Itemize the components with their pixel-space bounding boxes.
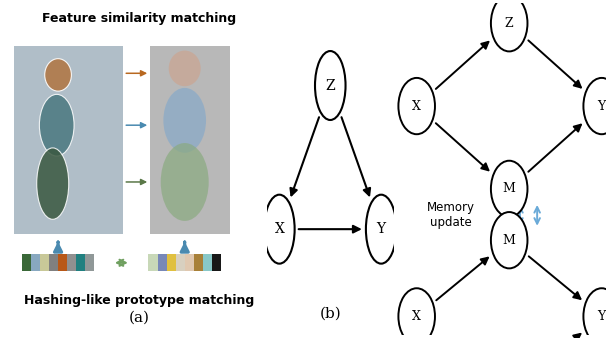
Text: X: X: [275, 222, 284, 236]
Circle shape: [366, 195, 396, 264]
Ellipse shape: [161, 143, 208, 221]
Text: Z: Z: [325, 78, 335, 93]
Circle shape: [264, 195, 295, 264]
Bar: [31, 254, 40, 271]
Circle shape: [398, 78, 435, 134]
Text: X: X: [412, 100, 421, 113]
Text: Y: Y: [598, 100, 606, 113]
Bar: [167, 254, 176, 271]
Bar: [40, 254, 49, 271]
Ellipse shape: [39, 94, 74, 156]
Circle shape: [491, 212, 527, 268]
Circle shape: [491, 161, 527, 217]
Text: Z: Z: [505, 17, 513, 30]
Circle shape: [315, 51, 345, 120]
Bar: [148, 254, 158, 271]
Text: M: M: [503, 234, 516, 247]
Text: M: M: [503, 183, 516, 195]
Bar: [150, 46, 230, 234]
Bar: [85, 254, 95, 271]
Text: (a): (a): [129, 311, 150, 325]
Bar: [185, 254, 194, 271]
Text: Feature similarity matching: Feature similarity matching: [42, 11, 236, 25]
Bar: [158, 254, 167, 271]
Circle shape: [584, 288, 606, 338]
Bar: [76, 254, 85, 271]
Ellipse shape: [164, 88, 206, 153]
Bar: [194, 254, 203, 271]
Bar: [176, 254, 185, 271]
Bar: [49, 254, 58, 271]
Text: Hashing-like prototype matching: Hashing-like prototype matching: [24, 294, 255, 307]
Bar: [67, 254, 76, 271]
Text: X: X: [412, 310, 421, 323]
Ellipse shape: [37, 148, 68, 219]
Bar: [212, 254, 221, 271]
Text: Memory
update: Memory update: [427, 201, 475, 230]
Bar: [203, 254, 212, 271]
Circle shape: [491, 0, 527, 51]
Bar: [58, 254, 67, 271]
Ellipse shape: [45, 59, 72, 91]
Bar: [14, 46, 124, 234]
Text: Y: Y: [376, 222, 386, 236]
Text: (b): (b): [319, 307, 341, 321]
Ellipse shape: [168, 51, 201, 86]
Circle shape: [398, 288, 435, 338]
Circle shape: [584, 78, 606, 134]
Text: Y: Y: [598, 310, 606, 323]
Bar: [22, 254, 31, 271]
